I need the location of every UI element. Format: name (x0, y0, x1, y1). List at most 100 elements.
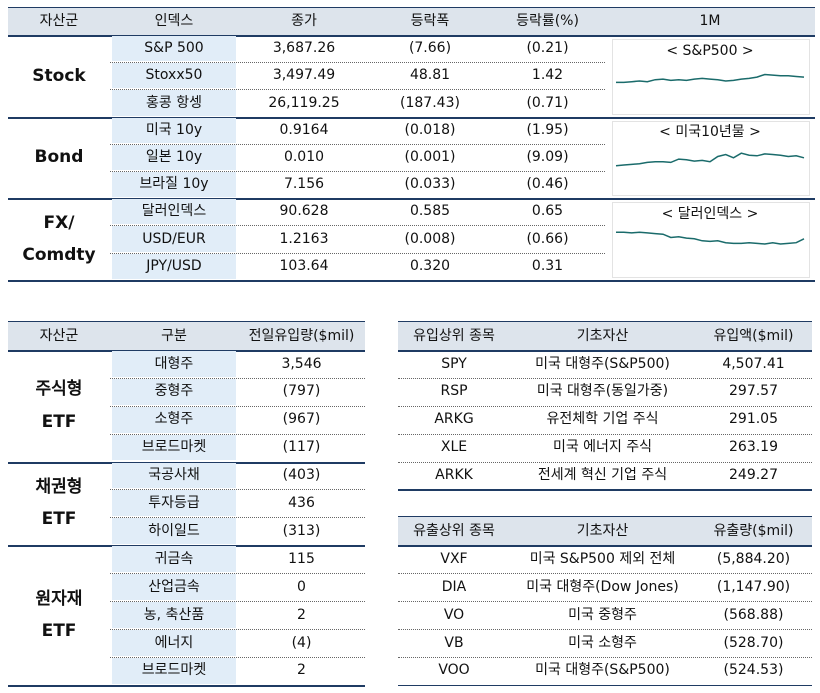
rule (8, 321, 365, 323)
cell: 전세계 혁신 기업 주식 (537, 467, 668, 484)
cell: 미국 S&P500 제외 전체 (529, 550, 676, 567)
cell: VB (444, 634, 464, 651)
cell: (967) (282, 411, 321, 428)
cell: (0.46) (526, 176, 569, 193)
rule (110, 252, 605, 254)
rule (398, 628, 812, 630)
group-name: 주식형 ETF (8, 350, 110, 462)
index-name: 달러인덱스 (112, 199, 236, 225)
header-cell: 구분 (110, 322, 238, 350)
cell: 48.81 (409, 67, 451, 84)
cell: 미국 대형주(S&P500) (535, 355, 670, 372)
sparkline-label: < S&P500 > (666, 42, 754, 59)
sparkline (616, 231, 805, 245)
index-name: JPY/USD (112, 253, 236, 279)
index-name: USD/EUR (112, 226, 236, 252)
header-cell: 유출량($mil) (695, 517, 812, 546)
category: 중형주 (112, 378, 236, 405)
group-name-line: Stock (32, 65, 86, 86)
rule (398, 601, 812, 602)
cell: (1.95) (526, 121, 569, 138)
rule (398, 489, 812, 491)
sparkline-line (616, 231, 805, 245)
rule (8, 684, 365, 687)
cell: 436 (288, 495, 315, 512)
cell: (524.53) (723, 662, 784, 679)
header-cell: 자산군 (8, 8, 110, 35)
category: 브로드마켓 (112, 434, 236, 461)
category: 농, 축산품 (112, 602, 236, 628)
cell: 미국 대형주(동일가중) (536, 383, 669, 400)
cell: 2 (297, 606, 306, 623)
cell: 0.9164 (279, 121, 329, 138)
category: 하이일드 (112, 518, 236, 545)
cell: 263.19 (729, 439, 778, 456)
rule (110, 517, 365, 519)
cell: VOO (438, 662, 470, 679)
cell: 미국 중형주 (568, 606, 637, 623)
cell: (528.70) (723, 634, 784, 651)
header-cell: 유출상위 종목 (398, 517, 510, 546)
sparkline-frame (612, 120, 810, 197)
cell: 유전체학 기업 주식 (546, 411, 659, 428)
rule (8, 198, 815, 201)
cell: RSP (440, 383, 468, 400)
cell: 90.628 (279, 203, 329, 220)
cell: (0.008) (404, 230, 456, 247)
sparkline-label: < 달러인덱스 > (661, 205, 759, 222)
category: 투자등급 (112, 490, 236, 517)
group-name-line: ETF (41, 620, 77, 641)
cell: 0.585 (409, 203, 451, 220)
group-name-line: ETF (41, 509, 77, 530)
cell: 2 (297, 662, 306, 679)
rule (110, 405, 365, 407)
cell: VXF (440, 550, 468, 567)
rule (110, 143, 605, 145)
group-name: 채권형 ETF (8, 462, 110, 546)
rule (110, 433, 365, 435)
category: 대형주 (112, 350, 236, 377)
header-cell: 인덱스 (110, 8, 238, 35)
rule (398, 516, 812, 518)
rule (398, 405, 812, 407)
rule (398, 545, 812, 548)
group-name: Bond (8, 117, 110, 199)
cell: 0.31 (531, 257, 564, 274)
group-name: 원자재 ETF (8, 545, 110, 685)
cell: (0.71) (526, 94, 569, 111)
cell: 1.42 (531, 67, 564, 84)
index-name: Stoxx50 (112, 63, 236, 89)
rule (110, 62, 605, 64)
cell: (0.66) (526, 230, 569, 247)
cell: 291.05 (729, 411, 778, 428)
rule (8, 279, 815, 282)
cell: 3,546 (281, 355, 322, 372)
header-cell: 유입상위 종목 (398, 322, 510, 350)
header-cell: 등락폭 (370, 8, 490, 35)
group-name-line: 원자재 (35, 588, 83, 609)
cell: (5,884.20) (716, 550, 791, 567)
rule (8, 35, 815, 37)
cell: (0.018) (404, 121, 456, 138)
header-cell: 기초자산 (510, 322, 695, 350)
cell: 미국 소형주 (568, 634, 637, 651)
cell: XLE (440, 439, 468, 456)
index-name: S&P 500 (112, 36, 236, 62)
header-cell: 1M (605, 8, 815, 35)
header-cell: 등락률(%) (490, 8, 605, 35)
rule (398, 321, 812, 323)
rule (110, 628, 365, 630)
cell: 26,119.25 (268, 94, 340, 111)
rule (110, 377, 365, 379)
cell: (7.66) (408, 40, 452, 57)
sparkline-line (615, 151, 805, 167)
category: 에너지 (112, 629, 236, 656)
rule (398, 684, 812, 687)
cell: 4,507.41 (722, 355, 785, 372)
rule (110, 489, 365, 491)
cell: 0.320 (409, 257, 451, 274)
cell: 297.57 (729, 383, 778, 400)
cell: (0.033) (404, 176, 456, 193)
cell: 7.156 (283, 176, 325, 193)
